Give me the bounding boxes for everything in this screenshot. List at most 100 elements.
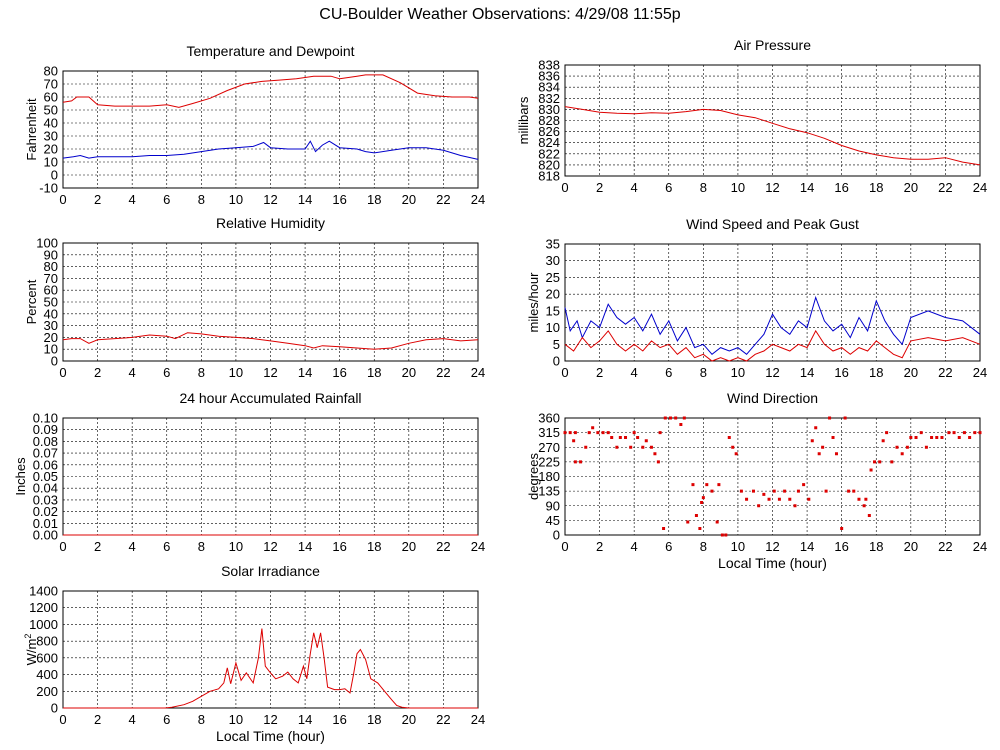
x-tick-label: 14: [800, 539, 814, 554]
data-point: [973, 431, 977, 435]
y-tick-label: 1000: [29, 617, 58, 632]
y-tick-label: 600: [36, 650, 58, 665]
data-point: [698, 527, 702, 530]
data-point: [802, 483, 806, 487]
data-point: [824, 489, 828, 493]
y-tick-label: 20: [44, 330, 58, 345]
data-point: [767, 497, 771, 501]
series-line: [564, 295, 981, 355]
series-line: [63, 628, 478, 709]
data-point: [701, 496, 705, 500]
x-tick-label: 18: [869, 539, 883, 554]
data-point: [715, 520, 719, 524]
y-axis-label-superscript: 2: [23, 634, 33, 639]
data-point: [890, 460, 894, 464]
data-point: [869, 468, 873, 472]
data-point: [793, 504, 797, 508]
data-point: [668, 416, 672, 420]
x-tick-label: 20: [904, 180, 918, 195]
x-tick-label: 10: [731, 180, 745, 195]
y-tick-label: 90: [44, 247, 58, 262]
x-tick-label: 12: [263, 192, 277, 207]
data-point: [930, 436, 934, 439]
data-point: [731, 445, 735, 449]
chart-title: Relative Humidity: [216, 215, 325, 231]
data-point: [751, 489, 755, 493]
data-point: [847, 489, 851, 493]
y-tick-label: 0.06: [33, 457, 58, 472]
x-tick-label: 0: [561, 365, 568, 380]
x-tick-label: 0: [59, 365, 66, 380]
y-tick-label: 1400: [29, 584, 58, 599]
y-tick-label: 20: [546, 287, 560, 302]
data-point: [817, 452, 821, 456]
x-tick-label: 14: [298, 539, 312, 554]
y-axis-label: millibars: [516, 96, 531, 144]
data-point: [900, 452, 904, 456]
y-tick-label: 0: [51, 168, 58, 183]
y-tick-label: 5: [553, 337, 560, 352]
data-point: [788, 497, 792, 501]
data-point: [686, 520, 690, 524]
data-point: [618, 436, 622, 439]
data-point: [914, 436, 918, 439]
data-point: [762, 492, 766, 496]
data-point: [757, 504, 761, 508]
y-tick-label: 40: [44, 116, 58, 131]
y-tick-label: 70: [44, 271, 58, 286]
data-point: [573, 431, 577, 435]
x-tick-label: 24: [471, 712, 485, 727]
x-tick-label: 14: [800, 180, 814, 195]
y-tick-label: 30: [44, 129, 58, 144]
page-title: CU-Boulder Weather Observations: 4/29/08…: [319, 6, 681, 23]
x-tick-label: 12: [263, 539, 277, 554]
y-tick-label: 200: [36, 684, 58, 699]
series-line: [564, 106, 981, 166]
x-tick-label: 14: [298, 365, 312, 380]
y-tick-label: 0.09: [33, 422, 58, 437]
x-tick-label: 22: [436, 365, 450, 380]
y-tick-label: 400: [36, 667, 58, 682]
plot-frame: [62, 590, 479, 709]
x-tick-label: 4: [631, 365, 638, 380]
x-tick-label: 8: [198, 365, 205, 380]
y-tick-label: 135: [538, 484, 560, 499]
y-tick-label: 45: [546, 513, 560, 528]
data-point: [924, 445, 928, 449]
y-axis-label: W/m2: [23, 634, 39, 666]
x-tick-label: 8: [700, 180, 707, 195]
data-point: [573, 460, 577, 464]
x-tick-label: 8: [700, 365, 707, 380]
x-tick-label: 14: [298, 192, 312, 207]
y-tick-label: 25: [546, 270, 560, 285]
data-point: [720, 533, 724, 537]
y-tick-label: 0.04: [33, 481, 58, 496]
data-point: [909, 436, 913, 439]
chart-title: Wind Speed and Peak Gust: [686, 216, 859, 232]
data-point: [864, 497, 868, 501]
x-tick-label: 16: [834, 180, 848, 195]
y-tick-label: 35: [546, 237, 560, 252]
x-axis-label: Local Time (hour): [216, 728, 325, 744]
y-tick-label: 360: [538, 411, 560, 426]
y-tick-label: 0.01: [33, 516, 58, 531]
x-tick-label: 6: [665, 539, 672, 554]
series-line: [62, 332, 479, 350]
x-tick-label: 6: [163, 192, 170, 207]
y-tick-label: 180: [538, 469, 560, 484]
y-tick-label: 315: [538, 425, 560, 440]
y-tick-label: 818: [538, 169, 560, 184]
data-point: [591, 426, 595, 430]
data-point: [606, 431, 610, 435]
x-tick-label: 4: [129, 712, 136, 727]
y-tick-label: 1200: [29, 600, 58, 615]
data-point: [563, 431, 567, 435]
data-point: [840, 527, 844, 530]
y-tick-label: 100: [36, 236, 58, 251]
data-point: [644, 439, 648, 443]
data-point: [852, 489, 856, 493]
series-line: [62, 74, 479, 108]
data-point: [596, 431, 600, 435]
y-tick-label: 832: [538, 91, 560, 106]
